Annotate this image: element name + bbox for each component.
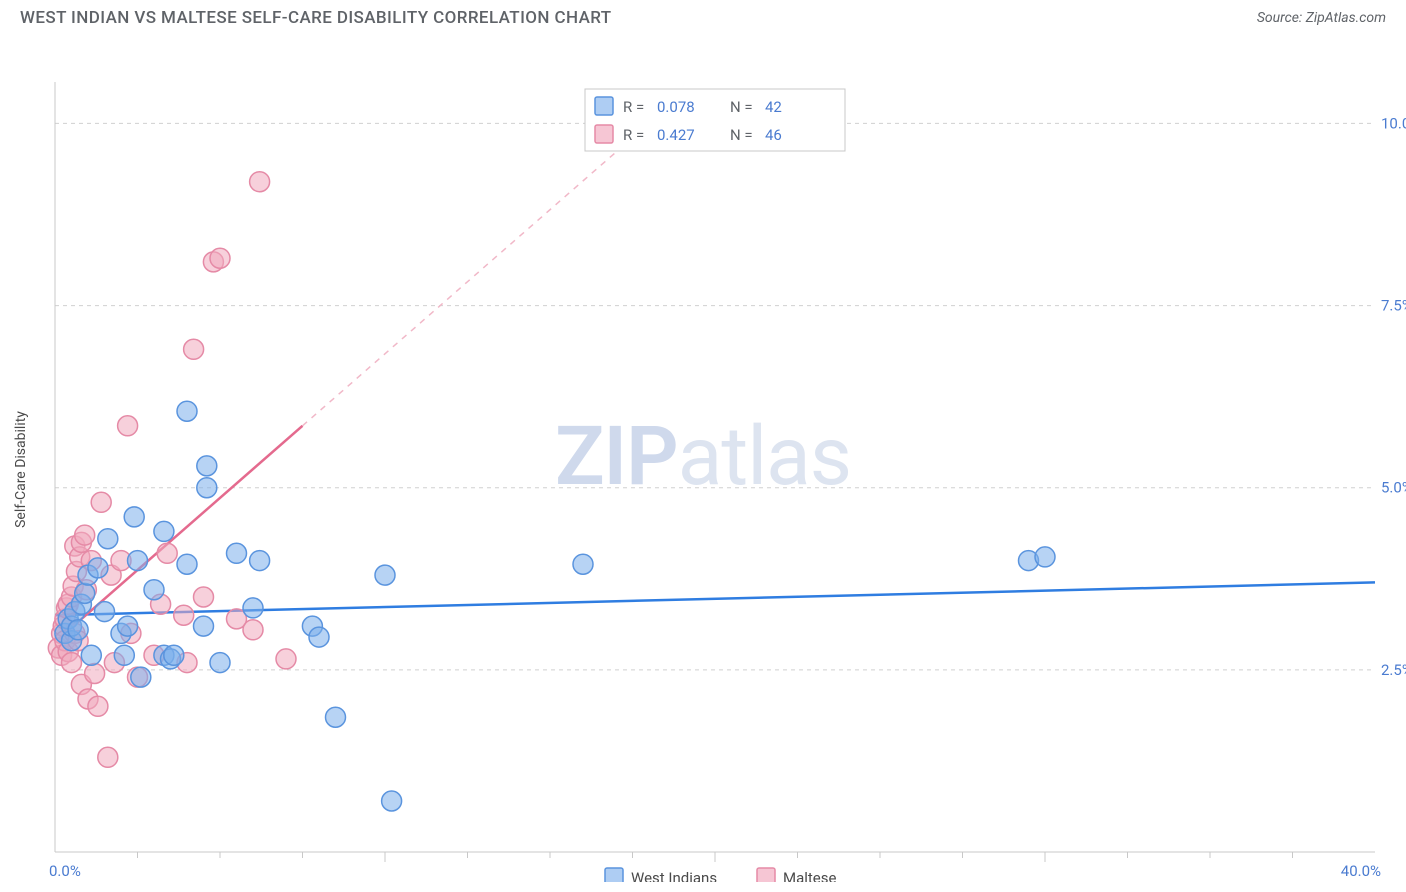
x-start-label: 0.0% — [49, 862, 81, 880]
data-point-blue — [68, 620, 88, 640]
data-point-pink — [88, 696, 108, 716]
data-point-pink — [210, 248, 230, 268]
data-point-pink — [157, 543, 177, 563]
data-point-blue — [154, 521, 174, 541]
data-point-blue — [88, 558, 108, 578]
data-point-blue — [118, 616, 138, 636]
data-point-blue — [243, 598, 263, 618]
chart-title: WEST INDIAN VS MALTESE SELF-CARE DISABIL… — [20, 8, 612, 28]
data-point-blue — [75, 583, 95, 603]
y-axis-title: Self-Care Disability — [13, 411, 29, 528]
y-tick-label: 2.5% — [1381, 661, 1406, 679]
chart-source: Source: ZipAtlas.com — [1257, 10, 1386, 26]
data-point-pink — [250, 172, 270, 192]
data-point-blue — [81, 645, 101, 665]
data-point-pink — [184, 339, 204, 359]
data-point-pink — [243, 620, 263, 640]
data-point-pink — [276, 649, 296, 669]
bottom-legend-label: Maltese — [783, 869, 837, 882]
y-tick-label: 5.0% — [1381, 479, 1406, 497]
trend-line-pink-dashed — [303, 109, 666, 426]
data-point-blue — [375, 565, 395, 585]
data-point-pink — [62, 653, 82, 673]
data-point-blue — [1035, 547, 1055, 567]
data-point-pink — [194, 587, 214, 607]
data-point-blue — [326, 707, 346, 727]
data-point-blue — [382, 791, 402, 811]
stats-legend-r-label: R = — [623, 126, 644, 144]
data-point-blue — [95, 602, 115, 622]
data-point-blue — [144, 580, 164, 600]
stats-legend-n-value: 42 — [765, 98, 782, 116]
data-point-pink — [75, 525, 95, 545]
data-point-pink — [118, 416, 138, 436]
scatter-chart: 2.5% 5.0% 7.5% 10.0% 0.0% 40.0% Self-Care Disa… — [0, 32, 1406, 882]
stats-legend-n-value: 46 — [765, 126, 782, 144]
stats-legend-n-label: N = — [730, 98, 753, 116]
data-point-blue — [573, 554, 593, 574]
data-point-pink — [85, 664, 105, 684]
data-point-blue — [124, 507, 144, 527]
data-point-pink — [91, 492, 111, 512]
x-end-label: 40.0% — [1341, 862, 1381, 880]
data-point-blue — [197, 478, 217, 498]
stats-legend-r-label: R = — [623, 98, 644, 116]
y-tick-label: 7.5% — [1381, 297, 1406, 315]
data-point-blue — [128, 551, 148, 571]
data-point-blue — [197, 456, 217, 476]
data-point-blue — [177, 554, 197, 574]
data-point-blue — [98, 529, 118, 549]
data-point-blue — [250, 551, 270, 571]
data-point-blue — [227, 543, 247, 563]
chart-container: ZIPatlas 2.5%5.0%7.5%10.0%0.0%40.0%Self-… — [0, 32, 1406, 882]
data-point-blue — [194, 616, 214, 636]
stats-legend-r-value: 0.427 — [657, 126, 695, 144]
data-point-pink — [98, 747, 118, 767]
bottom-legend-label: West Indians — [631, 869, 717, 882]
stats-legend-n-label: N = — [730, 126, 753, 144]
stats-legend-swatch — [595, 97, 613, 115]
bottom-legend-swatch — [757, 868, 775, 882]
data-point-blue — [210, 653, 230, 673]
data-point-blue — [131, 667, 151, 687]
stats-legend-r-value: 0.078 — [657, 98, 695, 116]
stats-legend-swatch — [595, 125, 613, 143]
y-tick-label: 10.0% — [1381, 114, 1406, 132]
data-point-blue — [177, 401, 197, 421]
bottom-legend-swatch — [605, 868, 623, 882]
data-point-blue — [309, 627, 329, 647]
data-point-blue — [164, 645, 184, 665]
data-point-blue — [114, 645, 134, 665]
data-point-pink — [174, 605, 194, 625]
